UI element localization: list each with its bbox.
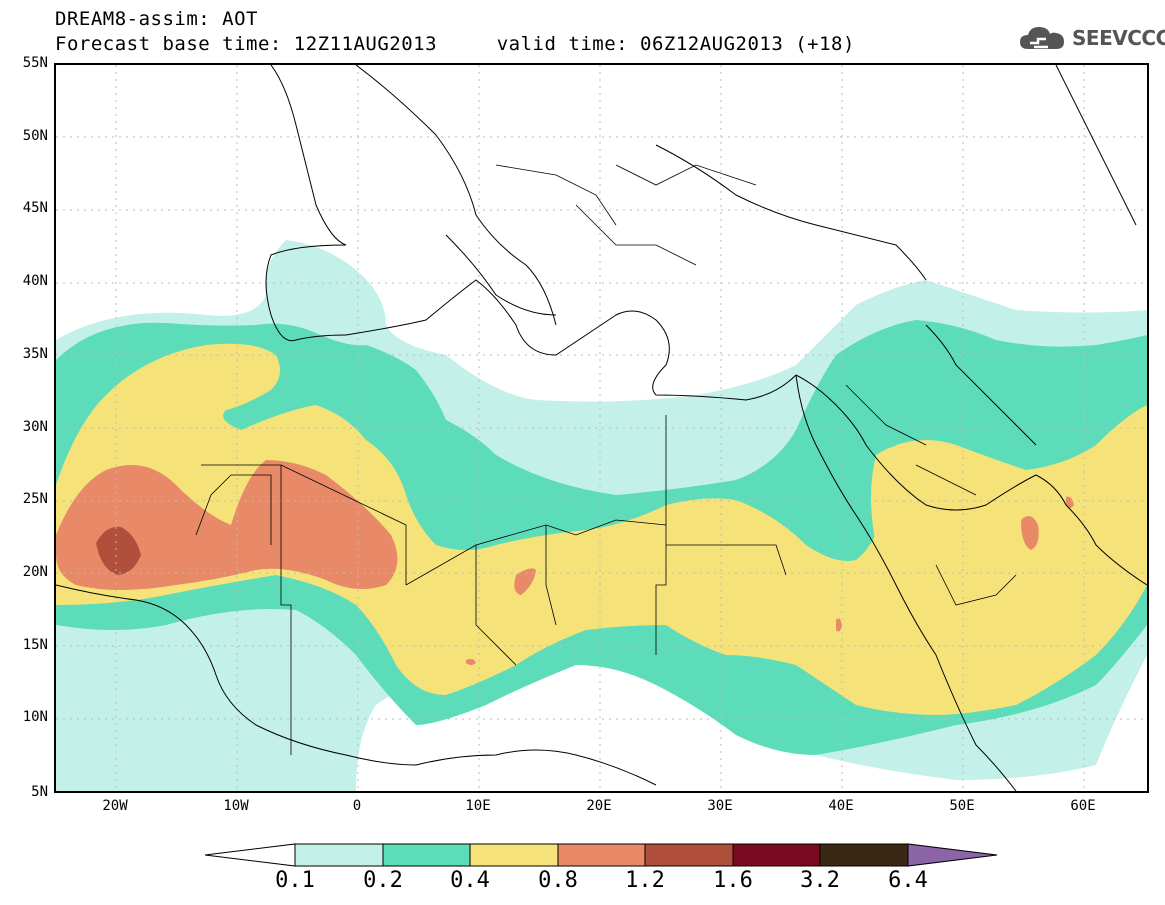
aot-level-1.2 xyxy=(96,526,141,575)
colorbar-segment xyxy=(819,843,909,867)
lat-label: 50N xyxy=(22,128,48,144)
colorbar-segment xyxy=(469,843,559,867)
lon-label: 10E xyxy=(465,798,491,814)
colorbar-label: 6.4 xyxy=(888,868,928,893)
coastlines xyxy=(56,65,1147,791)
lat-label: 20N xyxy=(22,564,48,580)
colorbar-label: 1.2 xyxy=(625,868,665,893)
graticule xyxy=(56,65,1147,791)
colorbar xyxy=(205,843,998,867)
lat-label: 10N xyxy=(22,709,48,725)
lon-label: 50E xyxy=(949,798,975,814)
colorbar-label: 0.2 xyxy=(363,868,403,893)
lon-label: 20E xyxy=(586,798,612,814)
lat-label: 40N xyxy=(22,273,48,289)
lon-label: 40E xyxy=(828,798,854,814)
colorbar-segment xyxy=(732,843,821,867)
colorbar-segment xyxy=(557,843,646,867)
colorbar-under-triangle xyxy=(205,843,296,867)
lon-label: 60E xyxy=(1070,798,1096,814)
lat-label: 35N xyxy=(22,346,48,362)
colorbar-segment xyxy=(382,843,471,867)
lon-label: 10W xyxy=(223,798,249,814)
lon-label: 30E xyxy=(707,798,733,814)
cloud-icon xyxy=(1020,27,1064,49)
colorbar-label: 0.1 xyxy=(275,868,315,893)
lat-label: 25N xyxy=(22,491,48,507)
aot-level-0.4 xyxy=(56,343,1147,715)
logo-text: SEEVCCC xyxy=(1072,26,1165,50)
colorbar-segment xyxy=(644,843,734,867)
title-line-2: Forecast base time: 12Z11AUG2013 valid t… xyxy=(55,33,855,55)
aot-field xyxy=(56,65,1147,791)
lat-label: 15N xyxy=(22,637,48,653)
colorbar-label: 0.8 xyxy=(538,868,578,893)
colorbar-over-triangle xyxy=(907,843,998,867)
country-borders xyxy=(195,164,1017,755)
title-line-1: DREAM8-assim: AOT xyxy=(55,8,258,30)
colorbar-label: 0.4 xyxy=(450,868,490,893)
lat-label: 5N xyxy=(31,784,48,800)
seevccc-logo: SEEVCCC xyxy=(1018,20,1165,56)
colorbar-label: 3.2 xyxy=(800,868,840,893)
lon-label: 20W xyxy=(102,798,128,814)
aot-level-0.8 xyxy=(56,460,1074,665)
lon-label: 0 xyxy=(352,798,362,814)
lat-label: 45N xyxy=(22,200,48,216)
lat-label: 55N xyxy=(22,55,48,71)
colorbar-segment xyxy=(294,843,384,867)
lat-label: 30N xyxy=(22,419,48,435)
aot-map xyxy=(54,63,1149,793)
colorbar-label: 1.6 xyxy=(713,868,753,893)
